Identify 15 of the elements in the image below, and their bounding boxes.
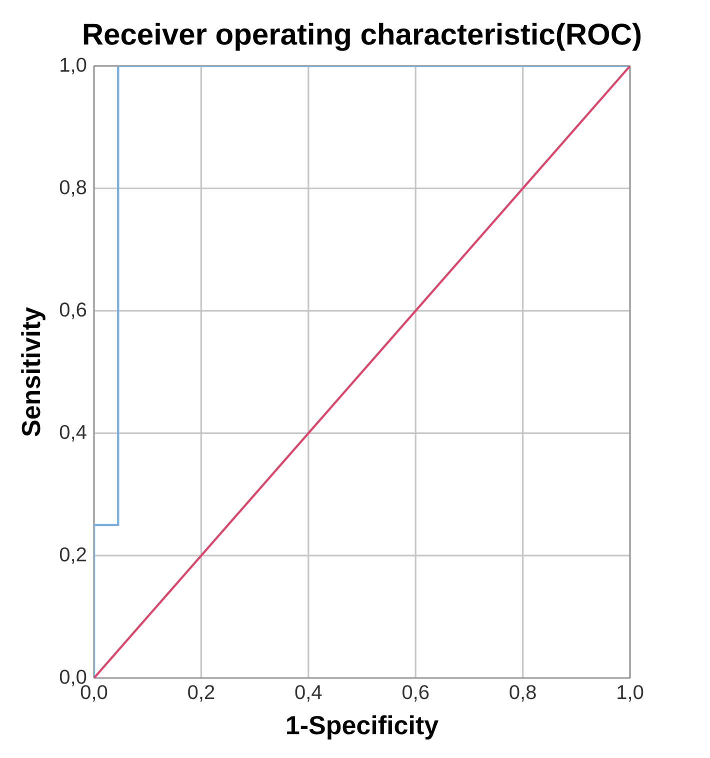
y-tick-label: 0,8	[60, 180, 86, 197]
x-tick-label: 0,4	[295, 685, 322, 702]
y-axis-title: Sensitivity	[21, 307, 46, 436]
x-axis-title: 1-Specificity	[287, 715, 438, 740]
x-tick-label: 0,0	[80, 685, 108, 702]
y-tick-label: 0,0	[60, 670, 86, 686]
x-tick-label: 0,6	[402, 685, 429, 702]
x-tick-label: 0,2	[188, 685, 214, 702]
y-tick-label: 0,2	[60, 547, 86, 564]
y-tick-label: 0,6	[60, 302, 86, 320]
x-tick-label: 0,8	[510, 685, 536, 702]
chart-title: Receiver operating characteristic(ROC)	[84, 22, 641, 51]
y-tick-label: 0,4	[60, 424, 86, 442]
x-tick-label: 1,0	[618, 685, 644, 702]
y-tick-label: 1,0	[60, 58, 86, 74]
